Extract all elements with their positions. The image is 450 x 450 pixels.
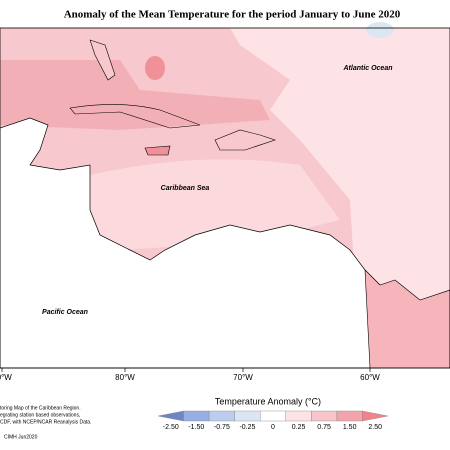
legend-swatch (183, 410, 210, 422)
ocean-label: Atlantic Ocean (342, 65, 392, 72)
legend-label: 0 (271, 424, 275, 431)
legend-label: 1.50 (343, 424, 357, 431)
footer: toring Map of the Caribbean Region. egra… (0, 405, 91, 440)
legend-label: 2.50 (368, 424, 382, 431)
legend-swatch (157, 410, 184, 422)
map: Atlantic Ocean Caribbean Sea Pacific Oce… (0, 22, 450, 369)
legend-label: -2.50 (163, 424, 179, 431)
hot-spot (145, 56, 165, 80)
light-anomaly (85, 159, 340, 250)
legend-label: 0.75 (317, 424, 331, 431)
longitude-axis: 90°W 80°W 70°W 60°W (0, 368, 380, 382)
legend-swatch (336, 410, 363, 422)
legend-swatch (208, 410, 235, 422)
legend-swatch (234, 410, 261, 422)
hispaniola (214, 129, 276, 151)
jamaica (144, 145, 171, 156)
longitude-label: 80°W (115, 373, 135, 382)
footer-line: toring Map of the Caribbean Region. (0, 405, 81, 411)
title: Anomaly of the Mean Temperature for the … (64, 9, 401, 21)
cuba (69, 104, 201, 129)
legend-label: -0.25 (239, 424, 255, 431)
longitude-label: 70°W (233, 373, 253, 382)
legend-swatch (311, 410, 338, 422)
legend-swatch (362, 410, 389, 422)
map-frame (0, 27, 450, 369)
cool-spot (366, 22, 394, 38)
legend-title: Temperature Anomaly (°C) (215, 396, 321, 406)
longitude-label: 90°W (0, 373, 12, 382)
ocean-label: Caribbean Sea (161, 185, 210, 192)
footer-line: CDF, with NCEP/NCAR Reanalysis Data. (0, 419, 91, 425)
footer-line: egrating station based observations, (0, 412, 80, 418)
legend: Temperature Anomaly (°C) -2.50 -1.50 -0.75… (157, 396, 389, 431)
longitude-label: 60°W (360, 373, 380, 382)
footer-credit: CIMH Jun2020 (4, 434, 38, 440)
legend-swatch (285, 410, 312, 422)
ocean-label: Pacific Ocean (42, 309, 88, 316)
legend-label: 0.25 (292, 424, 306, 431)
florida (89, 39, 116, 81)
warm-anomaly (0, 60, 270, 130)
legend-label: -0.75 (214, 424, 230, 431)
legend-swatch (260, 410, 286, 422)
legend-label: -1.50 (188, 424, 204, 431)
